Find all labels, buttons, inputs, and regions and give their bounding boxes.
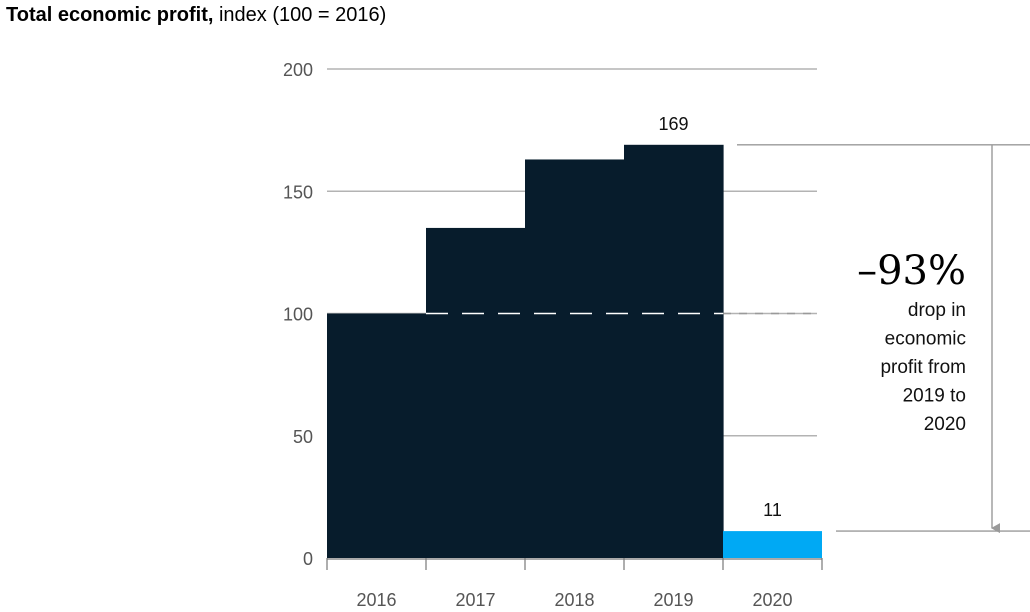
- y-tick-label-0: 0: [303, 549, 313, 569]
- y-tick-label-50: 50: [293, 427, 313, 447]
- x-tick-label-2016: 2016: [356, 590, 396, 610]
- bars: [327, 144, 822, 559]
- y-tick-label-100: 100: [283, 305, 313, 325]
- annotation-text-line: profit from: [880, 357, 966, 378]
- bar-2016: [327, 313, 427, 558]
- annotation: –93% drop in economic profit from 2019 to 202…: [737, 144, 1030, 534]
- axes: 0 50 100 150 200 2016 2017 2018 2019 2020: [283, 60, 823, 610]
- x-tick-label-2017: 2017: [455, 590, 495, 610]
- data-label-2019: 169: [658, 114, 688, 134]
- labels: 169 11: [658, 114, 781, 520]
- bar-2020: [723, 531, 822, 558]
- y-tick-label-200: 200: [283, 60, 313, 80]
- bar-2018: [525, 159, 625, 558]
- annotation-text-line: 2020: [924, 414, 966, 435]
- data-label-2020: 11: [763, 500, 782, 520]
- chart-title-bold: Total economic profit,: [6, 4, 214, 26]
- annotation-text-line: 2019 to: [903, 386, 966, 407]
- chart-title: Total economic profit, index (100 = 2016…: [6, 4, 386, 27]
- x-tick-label-2018: 2018: [554, 590, 594, 610]
- annotation-value: –93%: [857, 248, 966, 294]
- annotation-text-line: drop in: [908, 300, 966, 321]
- x-tick-label-2020: 2020: [752, 590, 792, 610]
- bar-2017: [426, 227, 526, 559]
- annotation-text-line: economic: [885, 329, 966, 350]
- x-tick-label-2019: 2019: [653, 590, 693, 610]
- bar-2019: [624, 144, 724, 559]
- y-tick-label-150: 150: [283, 182, 313, 202]
- chart-title-rest: index (100 = 2016): [213, 4, 387, 26]
